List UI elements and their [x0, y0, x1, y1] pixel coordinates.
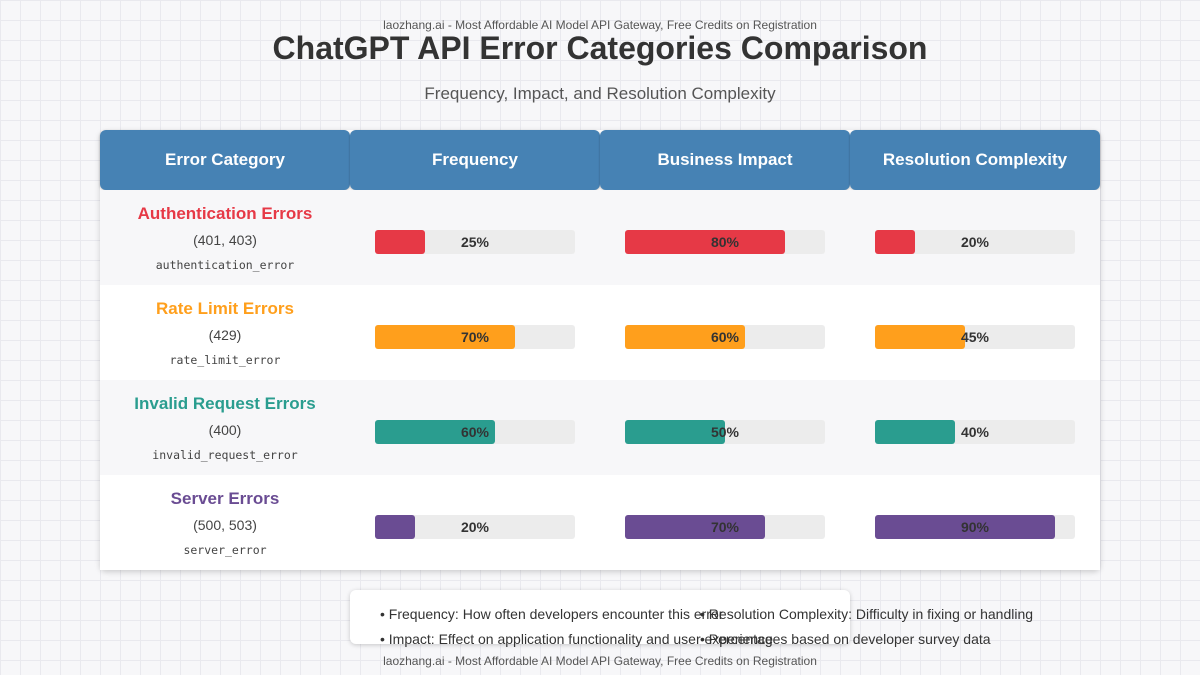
category-cell: Invalid Request Errors (400) invalid_reque…	[100, 380, 350, 475]
impact-bar	[625, 325, 745, 349]
header-frequency: Frequency	[350, 130, 600, 190]
frequency-bar	[375, 230, 425, 254]
table-body: Authentication Errors (401, 403) authentic…	[100, 190, 1100, 570]
status-codes: (500, 503)	[193, 517, 257, 533]
impact-bar	[625, 420, 725, 444]
table-row: Rate Limit Errors (429) rate_limit_error 70…	[100, 285, 1100, 380]
category-cell: Authentication Errors (401, 403) authentic…	[100, 190, 350, 285]
frequency-bar-track: 60%	[375, 420, 575, 444]
frequency-bar	[375, 325, 515, 349]
header-resolution-complexity: Resolution Complexity	[850, 130, 1100, 190]
complexity-value-label: 40%	[960, 424, 990, 440]
legend-item-resolution-complexity: • Resolution Complexity: Difficulty in f…	[700, 606, 1034, 622]
impact-value-label: 60%	[710, 329, 740, 345]
status-codes: (400)	[208, 422, 242, 438]
frequency-bar	[375, 515, 415, 539]
frequency-bar-track: 70%	[375, 325, 575, 349]
impact-bar	[625, 230, 785, 254]
impact-bar-track: 80%	[625, 230, 825, 254]
frequency-value-label: 70%	[460, 329, 490, 345]
impact-value-label: 80%	[710, 234, 740, 250]
chart-subtitle: Frequency, Impact, and Resolution Comple…	[424, 84, 776, 103]
impact-bar-track: 50%	[625, 420, 825, 444]
comparison-table: Error Category Frequency Business Impact…	[100, 130, 1100, 570]
frequency-value-label: 20%	[460, 519, 490, 535]
complexity-bar-track: 90%	[875, 515, 1075, 539]
status-codes: (429)	[208, 327, 242, 343]
complexity-bar-track: 40%	[875, 420, 1075, 444]
category-name: Server Errors	[170, 489, 280, 508]
frequency-value-label: 60%	[460, 424, 490, 440]
category-cell: Rate Limit Errors (429) rate_limit_error	[100, 285, 350, 380]
complexity-value-label: 90%	[960, 519, 990, 535]
impact-bar-track: 60%	[625, 325, 825, 349]
table-row: Server Errors (500, 503) server_error 20% 70…	[100, 475, 1100, 570]
complexity-bar-track: 45%	[875, 325, 1075, 349]
header-business-impact: Business Impact	[600, 130, 850, 190]
impact-bar	[625, 515, 765, 539]
complexity-value-label: 20%	[960, 234, 990, 250]
header-error-category: Error Category	[100, 130, 350, 190]
category-name: Invalid Request Errors	[134, 394, 316, 413]
legend-item-frequency: • Frequency: How often developers encoun…	[380, 606, 724, 622]
category-cell: Server Errors (500, 503) server_error	[100, 475, 350, 570]
error-type-identifier: invalid_request_error	[152, 448, 298, 462]
watermark-bottom: laozhang.ai - Most Affordable AI Model A…	[383, 654, 817, 668]
complexity-value-label: 45%	[960, 329, 990, 345]
complexity-bar	[875, 325, 965, 349]
error-type-identifier: rate_limit_error	[169, 353, 281, 367]
category-name: Authentication Errors	[137, 204, 313, 223]
legend-item-percentages-note: • Percentages based on developer survey …	[700, 631, 991, 647]
frequency-bar-track: 20%	[375, 515, 575, 539]
impact-bar-track: 70%	[625, 515, 825, 539]
complexity-bar-track: 20%	[875, 230, 1075, 254]
legend-item-impact: • Impact: Effect on application function…	[380, 631, 773, 647]
impact-value-label: 50%	[710, 424, 740, 440]
complexity-bar	[875, 420, 955, 444]
watermark-top: laozhang.ai - Most Affordable AI Model A…	[383, 18, 817, 32]
category-name: Rate Limit Errors	[156, 299, 294, 318]
legend-box: • Frequency: How often developers encoun…	[350, 590, 1033, 647]
complexity-bar	[875, 515, 1055, 539]
table-row: Authentication Errors (401, 403) authentic…	[100, 190, 1100, 285]
table-row: Invalid Request Errors (400) invalid_reque…	[100, 380, 1100, 475]
complexity-bar	[875, 230, 915, 254]
frequency-value-label: 25%	[460, 234, 490, 250]
status-codes: (401, 403)	[193, 232, 257, 248]
frequency-bar-track: 25%	[375, 230, 575, 254]
impact-value-label: 70%	[710, 519, 740, 535]
frequency-bar	[375, 420, 495, 444]
error-type-identifier: authentication_error	[155, 258, 295, 272]
chart-title: ChatGPT API Error Categories Comparison	[272, 30, 928, 66]
table-header: Error Category Frequency Business Impact…	[100, 130, 1100, 190]
error-type-identifier: server_error	[183, 543, 267, 557]
